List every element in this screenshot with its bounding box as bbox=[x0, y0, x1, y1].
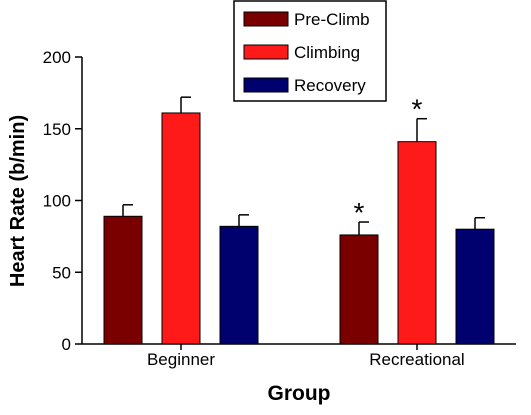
y-tick-label: 200 bbox=[43, 48, 71, 67]
y-tick-label: 100 bbox=[43, 192, 71, 211]
bar bbox=[219, 225, 259, 345]
y-ticks: 0 50 100 150 200 bbox=[43, 48, 82, 354]
y-tick-label: 50 bbox=[52, 263, 71, 282]
legend-swatch bbox=[243, 44, 289, 60]
x-tick-label: Recreational bbox=[369, 350, 464, 369]
bar bbox=[455, 228, 495, 345]
annotations: ** bbox=[354, 94, 423, 228]
legend-label: Climbing bbox=[294, 43, 360, 62]
legend-swatch bbox=[243, 77, 289, 93]
x-axis-label: Group bbox=[268, 382, 331, 405]
bar bbox=[339, 234, 379, 345]
bar bbox=[161, 112, 201, 345]
legend: Pre-Climb Climbing Recovery bbox=[233, 0, 387, 102]
significance-marker: * bbox=[354, 197, 365, 228]
y-tick-label: 0 bbox=[62, 335, 71, 354]
legend-label: Pre-Climb bbox=[294, 10, 370, 29]
significance-marker: * bbox=[412, 94, 423, 125]
bar bbox=[397, 141, 437, 345]
legend-swatch bbox=[243, 11, 289, 27]
x-tick-label: Beginner bbox=[147, 350, 215, 369]
y-tick-label: 150 bbox=[43, 120, 71, 139]
legend-label: Recovery bbox=[294, 76, 366, 95]
bar bbox=[103, 215, 143, 345]
x-tick-labels: Beginner Recreational bbox=[147, 344, 465, 369]
bars bbox=[103, 96, 495, 345]
y-axis-label: Heart Rate (b/min) bbox=[7, 115, 29, 287]
